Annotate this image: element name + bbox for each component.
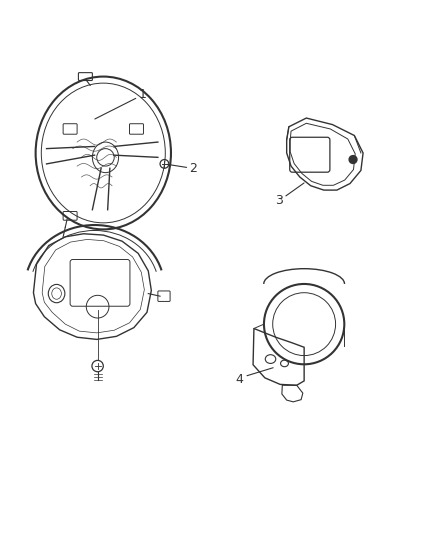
- Text: 3: 3: [275, 194, 283, 207]
- Text: 2: 2: [189, 162, 197, 175]
- Circle shape: [349, 156, 357, 164]
- Text: 4: 4: [235, 373, 243, 386]
- Text: 1: 1: [139, 88, 147, 101]
